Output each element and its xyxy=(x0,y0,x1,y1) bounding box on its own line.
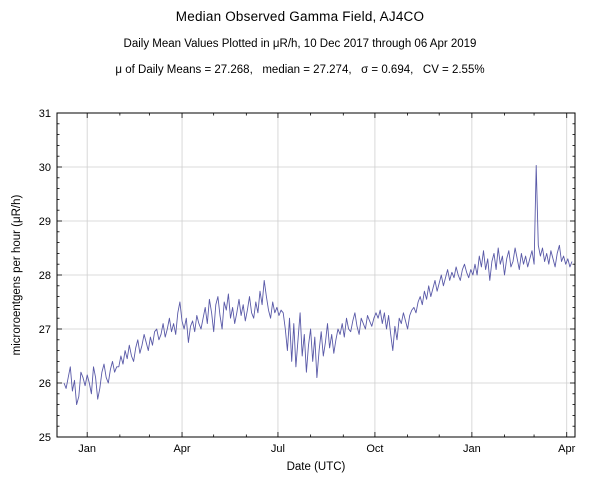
chart-stats-line: μ of Daily Means = 27.268, median = 27.2… xyxy=(115,64,485,76)
x-tick-label: Jan xyxy=(463,443,481,455)
y-tick-label: 30 xyxy=(39,162,51,174)
gamma-series-line xyxy=(63,164,573,406)
y-tick-label: 28 xyxy=(39,270,51,282)
y-tick-label: 27 xyxy=(39,324,51,336)
x-axis-label: Date (UTC) xyxy=(287,461,346,473)
x-tick-label: Jul xyxy=(271,443,285,455)
y-axis-label: microroentgens per hour (μR/h) xyxy=(11,195,23,356)
chart-title: Median Observed Gamma Field, AJ4CO xyxy=(175,9,425,24)
y-tick-label: 29 xyxy=(39,216,51,228)
y-axis-tick-labels: 25 26 27 28 29 30 31 xyxy=(39,108,51,444)
y-tick-label: 31 xyxy=(39,108,51,120)
x-tick-label: Oct xyxy=(366,443,383,455)
x-tick-label: Apr xyxy=(558,443,575,455)
axis-ticks xyxy=(57,112,575,438)
x-tick-label: Apr xyxy=(173,443,190,455)
chart-subtitle: Daily Mean Values Plotted in μR/h, 10 De… xyxy=(123,38,477,50)
plot-gridlines xyxy=(57,113,575,437)
y-tick-label: 25 xyxy=(39,432,51,444)
y-tick-label: 26 xyxy=(39,378,51,390)
x-axis-tick-labels: Jan Apr Jul Oct Jan Apr xyxy=(78,443,575,455)
x-tick-label: Jan xyxy=(78,443,96,455)
